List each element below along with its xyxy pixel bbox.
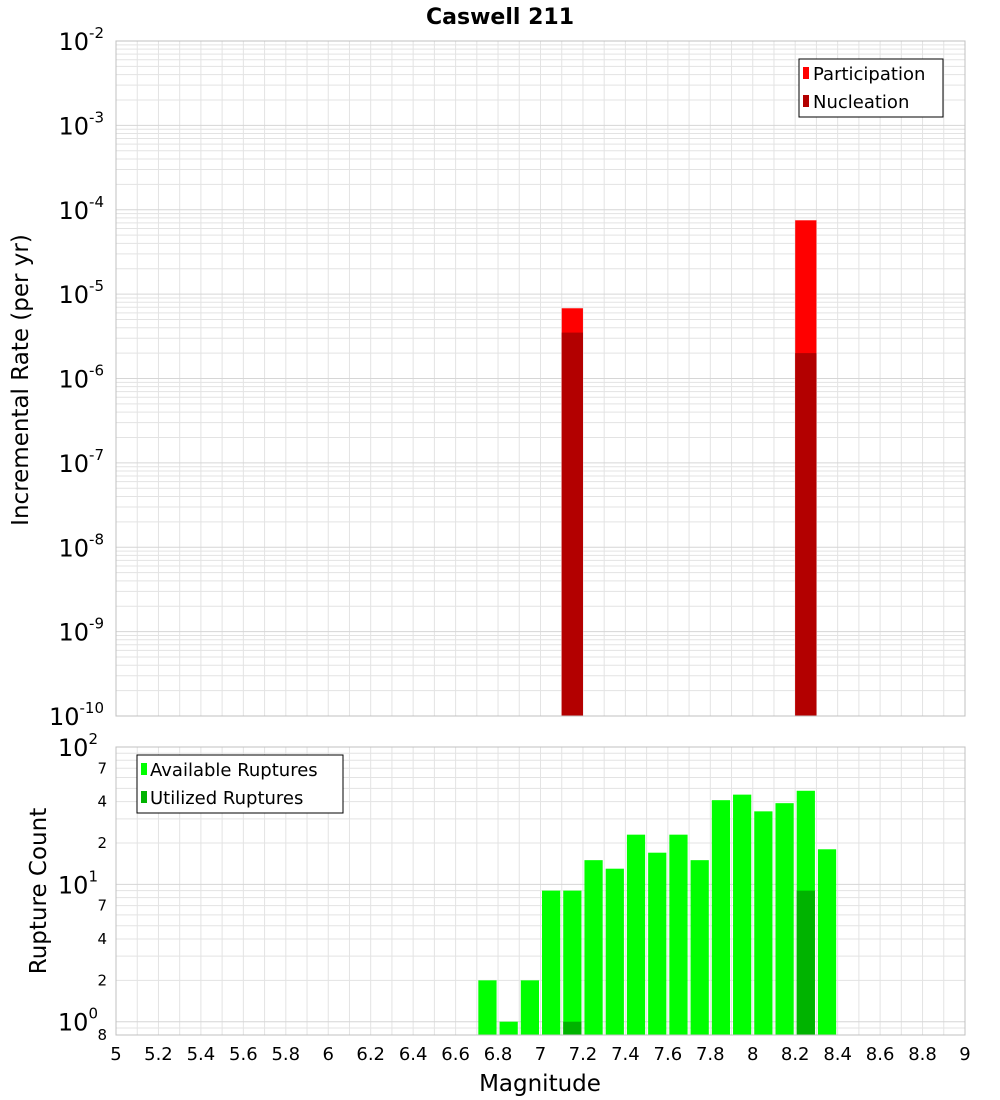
x-axis-label: Magnitude bbox=[479, 1071, 601, 1097]
bottom-y-tick-label: 2 bbox=[97, 834, 107, 852]
top-y-tick-label: 10-8 bbox=[58, 530, 104, 562]
x-tick-label: 8 bbox=[747, 1044, 758, 1065]
x-tick-label: 6.4 bbox=[399, 1044, 428, 1065]
x-tick-label: 5.4 bbox=[187, 1044, 216, 1065]
x-tick-label: 5 bbox=[110, 1044, 121, 1065]
x-tick-label: 7.4 bbox=[611, 1044, 640, 1065]
available-ruptures-bar bbox=[754, 811, 773, 1035]
participation-legend-label: Participation bbox=[813, 64, 925, 85]
top-y-tick-label: 10-10 bbox=[49, 699, 104, 731]
available-ruptures-bar bbox=[733, 794, 752, 1035]
top-panel: 10-10 10-9 10-8 10-7 10-6 10-5 10-4 10-3 10-2 In… bbox=[8, 24, 966, 731]
bottom-y-tick-label: 7 bbox=[97, 759, 107, 777]
available-ruptures-bar bbox=[478, 980, 497, 1035]
participation-legend-swatch bbox=[803, 67, 809, 79]
available-ruptures-bar bbox=[775, 803, 794, 1035]
available-ruptures-bar bbox=[626, 834, 646, 1035]
x-tick-label: 9 bbox=[959, 1044, 970, 1065]
top-legend: Participation Nucleation bbox=[798, 58, 944, 118]
x-tick-label: 7.6 bbox=[654, 1044, 683, 1065]
x-tick-label: 6.8 bbox=[484, 1044, 513, 1065]
x-tick-label: 8.4 bbox=[823, 1044, 852, 1065]
top-bars bbox=[561, 220, 817, 717]
available-legend-swatch bbox=[141, 763, 147, 775]
x-tick-label: 5.2 bbox=[144, 1044, 173, 1065]
available-ruptures-bar bbox=[520, 980, 539, 1035]
available-ruptures-bar bbox=[605, 868, 624, 1035]
x-tick-label: 7.2 bbox=[569, 1044, 598, 1065]
utilized-legend-swatch bbox=[141, 791, 147, 803]
bottom-y-tick-label: 101 bbox=[58, 867, 98, 899]
available-legend-label: Available Ruptures bbox=[150, 760, 318, 781]
top-y-tick-label: 10-9 bbox=[58, 615, 104, 647]
x-tick-label: 8.6 bbox=[866, 1044, 895, 1065]
available-ruptures-bar bbox=[648, 852, 667, 1035]
bottom-y-axis-label: Rupture Count bbox=[26, 808, 52, 974]
available-ruptures-bar bbox=[817, 849, 837, 1035]
bottom-y-tick-label: 100 bbox=[58, 1005, 98, 1037]
bottom-y-tick-label: 102 bbox=[58, 730, 98, 762]
x-tick-label: 6.2 bbox=[356, 1044, 385, 1065]
top-grid bbox=[115, 41, 966, 717]
available-ruptures-bar bbox=[542, 890, 561, 1035]
bottom-plot-frame bbox=[115, 746, 966, 1036]
top-y-tick-label: 10-6 bbox=[58, 362, 104, 394]
available-ruptures-bar bbox=[669, 834, 688, 1035]
utilized-ruptures-bar bbox=[563, 1021, 582, 1035]
bottom-x-ticks: 5 5.2 5.4 5.6 5.8 6 6.2 6.4 6.6 6.8 7 7.2 7.4 7.6 7.8 8… bbox=[110, 1044, 970, 1065]
bottom-y-tick-label: 2 bbox=[97, 971, 107, 989]
bottom-y-tick-label: 8 bbox=[97, 1026, 107, 1044]
bottom-y-tick-label: 4 bbox=[97, 930, 107, 948]
bottom-y-tick-label: 7 bbox=[97, 897, 107, 915]
top-legend-box bbox=[798, 58, 944, 118]
top-y-tick-label: 10-5 bbox=[58, 277, 104, 309]
bottom-y-tick-label: 4 bbox=[97, 793, 107, 811]
utilized-ruptures-bar bbox=[796, 890, 815, 1035]
x-tick-label: 5.6 bbox=[229, 1044, 258, 1065]
top-y-ticks: 10-10 10-9 10-8 10-7 10-6 10-5 10-4 10-3 10-2 bbox=[49, 24, 104, 731]
x-tick-label: 8.8 bbox=[908, 1044, 937, 1065]
top-y-tick-label: 10-3 bbox=[58, 108, 104, 140]
x-tick-label: 8.2 bbox=[781, 1044, 810, 1065]
x-tick-label: 5.8 bbox=[271, 1044, 300, 1065]
chart-title: Caswell 211 bbox=[426, 5, 574, 30]
top-y-tick-label: 10-7 bbox=[58, 446, 104, 478]
nucleation-bar bbox=[561, 332, 583, 716]
top-plot-frame bbox=[115, 40, 966, 717]
x-tick-label: 6 bbox=[323, 1044, 334, 1065]
x-tick-label: 7 bbox=[535, 1044, 546, 1065]
x-tick-label: 7.8 bbox=[696, 1044, 725, 1065]
available-ruptures-bar bbox=[499, 1021, 518, 1035]
available-ruptures-bar bbox=[563, 890, 582, 1035]
bottom-legend-box bbox=[136, 754, 344, 814]
nucleation-legend-label: Nucleation bbox=[813, 92, 909, 113]
available-ruptures-bar bbox=[584, 860, 603, 1035]
nucleation-bar bbox=[795, 353, 817, 716]
utilized-legend-label: Utilized Ruptures bbox=[150, 788, 303, 809]
bottom-legend: Available Ruptures Utilized Ruptures bbox=[136, 754, 344, 814]
top-y-tick-label: 10-4 bbox=[58, 193, 104, 225]
bottom-bars bbox=[478, 790, 837, 1035]
nucleation-legend-swatch bbox=[803, 95, 809, 107]
top-y-tick-label: 10-2 bbox=[58, 24, 104, 56]
available-ruptures-bar bbox=[690, 860, 709, 1035]
x-tick-label: 6.6 bbox=[441, 1044, 470, 1065]
available-ruptures-bar bbox=[711, 800, 731, 1035]
top-y-axis-label: Incremental Rate (per yr) bbox=[8, 234, 34, 526]
